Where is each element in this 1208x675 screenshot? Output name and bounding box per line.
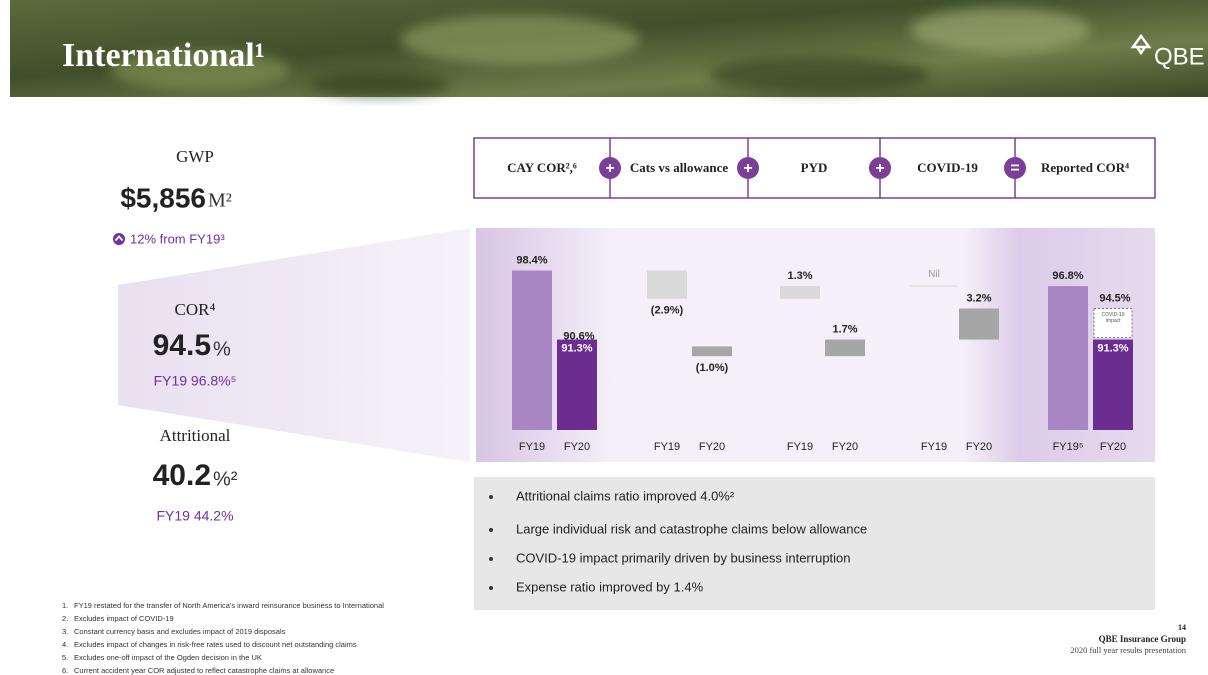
page-number: 14: [1178, 623, 1186, 632]
footnote-number: 1.: [62, 601, 68, 610]
bar: [1093, 339, 1133, 430]
up-icon: [113, 233, 125, 245]
bullet-text: Attritional claims ratio improved 4.0%²: [516, 488, 735, 503]
footnote-text: Excludes impact of changes in risk-free …: [74, 640, 357, 649]
bullet-dot: [489, 528, 493, 532]
category-label: Reported COR⁴: [1040, 159, 1130, 175]
value-label: 91.3%: [561, 342, 592, 354]
bullet-box: [474, 477, 1155, 610]
x-tick-label: FY20: [832, 441, 858, 453]
value-label: 90.6%: [563, 330, 594, 342]
value-label: 3.2%: [966, 292, 991, 304]
category-label: Cats vs allowance: [629, 159, 729, 175]
footnote-number: 6.: [62, 666, 68, 675]
footnote-text: FY19 restated for the transfer of North …: [74, 601, 384, 610]
bullet-text: Large individual risk and catastrophe cl…: [516, 521, 867, 536]
metric-label: GWP: [176, 147, 214, 166]
operator: +: [743, 160, 752, 177]
bullet-text: COVID-19 impact primarily driven by busi…: [516, 550, 851, 565]
value-label: 96.8%: [1052, 270, 1083, 282]
x-tick-label: FY19: [787, 441, 813, 453]
x-tick-label: FY20: [564, 441, 590, 453]
value-label: Nil: [928, 269, 940, 280]
x-tick-label: FY19: [921, 441, 947, 453]
bullet-dot: [489, 586, 493, 590]
footer-company: QBE Insurance Group: [1099, 634, 1186, 644]
value-label: 91.3%: [1097, 342, 1128, 354]
bullet-dot: [489, 557, 493, 561]
logo-mark: [1130, 33, 1152, 56]
bar: [825, 339, 865, 357]
x-tick-label: FY20: [699, 441, 725, 453]
formula-box: [473, 137, 1156, 199]
covid-impact-box: [1093, 307, 1133, 339]
footnote-text: Current accident year COR adjusted to re…: [74, 666, 334, 675]
x-tick-label: FY20: [966, 441, 992, 453]
operator: +: [605, 160, 614, 177]
metric-comparison: FY19 96.8%⁵: [154, 373, 237, 389]
x-tick-label: FY19: [519, 441, 545, 453]
logo: QBE: [1154, 43, 1205, 70]
metric-unit: %²: [213, 468, 238, 490]
value-label: (2.9%): [651, 305, 684, 317]
metric-value: $5,856: [120, 182, 206, 213]
formula-cell: CAY COR²,⁶: [507, 159, 577, 175]
category-label: CAY COR²,⁶: [507, 159, 577, 175]
footnote-text: Constant currency basis and excludes imp…: [74, 627, 286, 636]
funnel: [118, 228, 470, 462]
footnote-text: Excludes one-off impact of the Ogden dec…: [74, 653, 262, 662]
value-label: 94.5%: [1099, 292, 1130, 304]
value-label: 98.4%: [516, 254, 547, 266]
metric-value: 40.2: [153, 459, 211, 492]
footer-presentation: 2020 full year results presentation: [1070, 645, 1186, 655]
bar: [780, 286, 820, 299]
formula-cell: Cats vs allowance: [629, 159, 729, 175]
operator-circle: [1004, 157, 1026, 179]
footnote-number: 3.: [62, 627, 68, 636]
operator: =: [1010, 160, 1019, 177]
formula-cell: COVID-19: [917, 159, 978, 175]
metric-label: Attritional: [160, 426, 231, 445]
bar: [1048, 286, 1088, 430]
formula-cell: PYD: [800, 159, 828, 175]
operator-circle: [599, 157, 621, 179]
metric-comparison: FY19 44.2%: [156, 508, 233, 524]
footnote-number: 4.: [62, 640, 68, 649]
category-label: PYD: [800, 159, 828, 175]
footnote-number: 2.: [62, 614, 68, 623]
bullet-dot: [489, 495, 493, 499]
banner-texture: [110, 8, 1090, 97]
formula-cell: Reported COR⁴: [1040, 159, 1130, 175]
value-label: 1.3%: [787, 270, 812, 282]
metric-unit: %: [213, 338, 231, 360]
footnote-text: Excludes impact of COVID-19: [74, 614, 174, 623]
operator-circle: [737, 157, 759, 179]
covid-impact-text: COVID-19 Impact: [1101, 312, 1125, 325]
value-label: 1.7%: [832, 323, 857, 335]
metric-value: 94.5: [153, 329, 211, 362]
up-arrow: [114, 235, 124, 242]
footnote-number: 5.: [62, 653, 68, 662]
x-tick-label: FY20: [1100, 441, 1126, 453]
metric-unit: M²: [208, 190, 232, 212]
operator-circle: [869, 157, 891, 179]
operator: +: [875, 160, 884, 177]
bar: [512, 270, 552, 430]
x-tick-label: FY19: [654, 441, 680, 453]
x-tick-label: FY19⁵: [1053, 441, 1084, 453]
bar: [647, 270, 687, 299]
bullet-text: Expense ratio improved by 1.4%: [516, 579, 704, 594]
metric-label: COR⁴: [175, 300, 216, 319]
covid-impact-label: COVID-19 Impact: [1101, 312, 1125, 325]
slide-title: International¹: [62, 37, 265, 74]
category-label: COVID-19: [917, 159, 978, 175]
bar: [959, 308, 999, 340]
metric-change: 12% from FY19³: [130, 231, 225, 246]
bar: [557, 339, 597, 430]
bar: [692, 346, 732, 357]
value-label: (1.0%): [696, 362, 729, 374]
